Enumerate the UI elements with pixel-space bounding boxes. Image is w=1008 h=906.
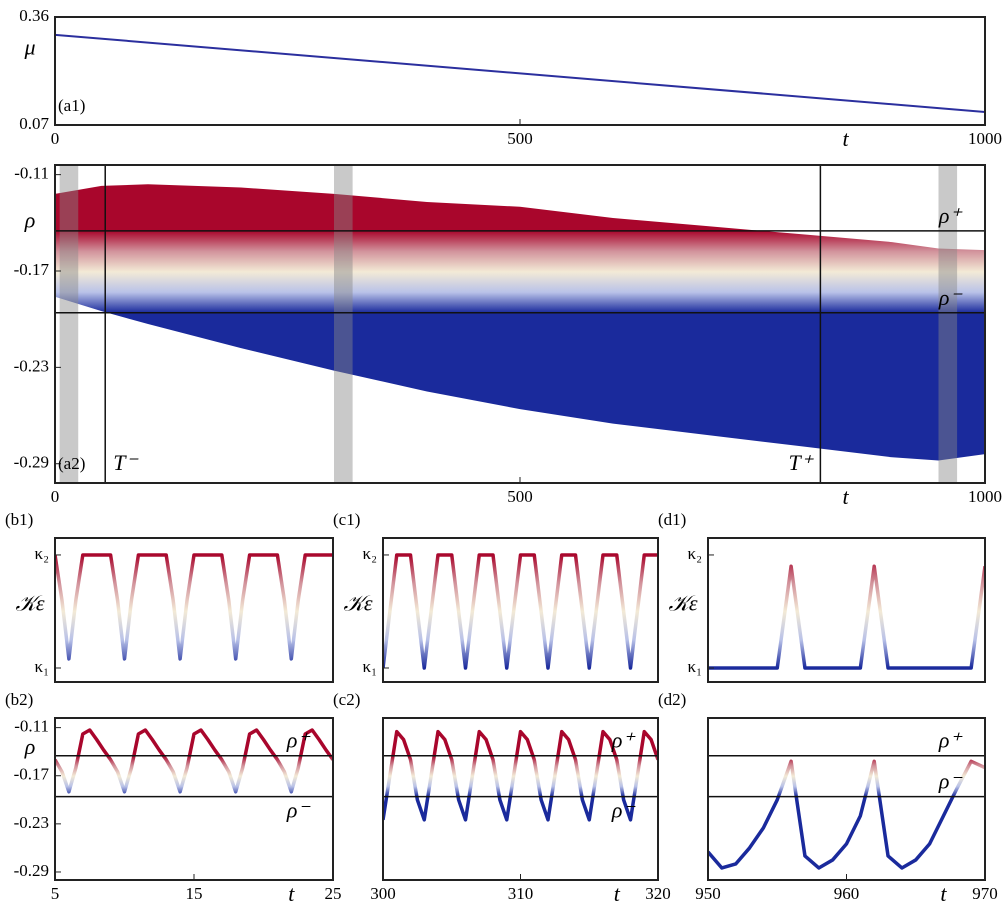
y-axis-label: μ	[23, 34, 35, 59]
panel	[383, 553, 658, 670]
y-tick-label: -0.23	[14, 813, 49, 832]
panel-label: (a1)	[58, 96, 85, 115]
x-tick-label: 320	[645, 884, 671, 903]
panel	[55, 33, 985, 113]
data-line	[55, 553, 333, 661]
oscillation-band	[55, 184, 985, 461]
y-tick-label: κ₂	[688, 544, 703, 563]
axes-frame	[54, 16, 986, 126]
panel-label: (c1)	[333, 510, 360, 529]
y-tick-label: 0.36	[19, 6, 49, 25]
x-axis-label: t	[288, 881, 295, 906]
panel	[708, 759, 985, 870]
x-tick-label: 5	[51, 884, 60, 903]
y-tick-label: κ₁	[688, 657, 703, 676]
y-axis-label: 𝒦ε	[15, 591, 44, 616]
shaded-span	[59, 165, 79, 483]
threshold-label: ρ⁺	[938, 728, 964, 753]
x-tick-label: 1000	[968, 129, 1002, 148]
threshold-label: ρ⁻	[938, 285, 964, 310]
y-tick-label: -0.29	[14, 453, 49, 472]
panel-label: (b1)	[5, 510, 33, 529]
data-line	[55, 33, 985, 113]
x-tick-label: 310	[508, 884, 534, 903]
data-line	[383, 553, 658, 670]
panel-label: (c2)	[333, 690, 360, 709]
y-tick-label: -0.17	[14, 260, 50, 279]
x-tick-label: 960	[834, 884, 860, 903]
threshold-label: ρ⁻	[938, 769, 964, 794]
x-tick-label: 500	[507, 129, 533, 148]
axes-frame	[54, 537, 334, 683]
threshold-label: ρ⁻	[611, 798, 637, 823]
data-line	[383, 729, 658, 822]
y-tick-label: -0.17	[14, 765, 50, 784]
threshold-label: ρ⁺	[286, 728, 312, 753]
panel	[55, 165, 985, 483]
x-tick-label: 300	[370, 884, 396, 903]
y-axis-label: 𝒦ε	[668, 591, 697, 616]
y-tick-label: κ₁	[35, 657, 50, 676]
panel-label: (d1)	[658, 510, 686, 529]
shaded-span	[938, 165, 958, 483]
threshold-label: ρ⁺	[611, 728, 637, 753]
y-tick-label: -0.11	[14, 717, 49, 736]
data-line	[55, 728, 333, 794]
shaded-span	[334, 165, 353, 483]
threshold-label: ρ⁺	[938, 203, 964, 228]
y-axis-label: 𝒦ε	[343, 591, 372, 616]
x-axis-label: t	[614, 881, 621, 906]
x-tick-label: 500	[507, 487, 533, 506]
x-axis-label: t	[842, 484, 849, 509]
y-tick-label: -0.11	[14, 164, 49, 183]
x-tick-label: 0	[51, 487, 60, 506]
x-tick-label: 950	[695, 884, 721, 903]
data-line	[708, 759, 985, 870]
x-axis-label: t	[842, 126, 849, 151]
y-tick-label: κ₂	[35, 544, 50, 563]
y-axis-label: ρ	[24, 207, 36, 232]
y-tick-label: 0.07	[19, 114, 49, 133]
panel	[708, 564, 985, 670]
data-line	[708, 564, 985, 670]
x-tick-label: 0	[51, 129, 60, 148]
y-axis-label: ρ	[24, 734, 36, 759]
x-tick-label: 1000	[968, 487, 1002, 506]
panel-label: (b2)	[5, 690, 33, 709]
panel	[55, 553, 333, 661]
panel-label: (a2)	[58, 454, 85, 473]
time-marker-label: T⁻	[113, 450, 139, 475]
y-tick-label: κ₂	[363, 544, 378, 563]
y-tick-label: κ₁	[363, 657, 378, 676]
panel-label: (d2)	[658, 690, 686, 709]
x-tick-label: 970	[972, 884, 998, 903]
x-tick-label: 25	[325, 884, 342, 903]
x-tick-label: 15	[186, 884, 203, 903]
y-tick-label: -0.29	[14, 861, 49, 880]
panel	[383, 729, 658, 822]
time-marker-label: T⁺	[788, 450, 814, 475]
axes-frame	[382, 537, 659, 683]
threshold-label: ρ⁻	[286, 798, 312, 823]
x-axis-label: t	[940, 881, 947, 906]
panel	[55, 728, 333, 794]
y-tick-label: -0.23	[14, 356, 49, 375]
axes-frame	[707, 537, 986, 683]
